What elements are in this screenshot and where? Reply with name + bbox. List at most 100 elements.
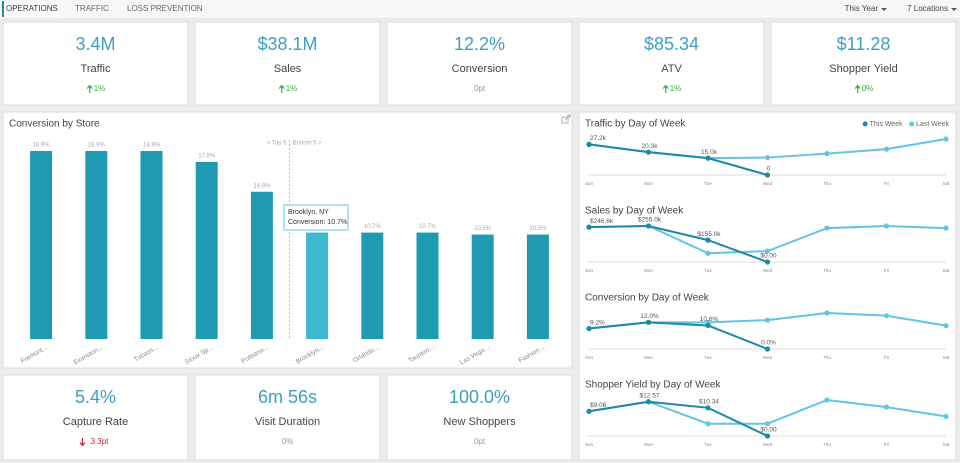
dropdown-caret (881, 8, 887, 11)
point-value-label: $255.0k (638, 217, 662, 224)
kpi-label: Sales (274, 63, 302, 75)
tooltip: Brooklyn, NY Conversion: 10.7% (283, 204, 349, 231)
kpi-label: New Shoppers (443, 416, 516, 428)
kpi-value: $11.28 (837, 34, 891, 54)
active-tab-indicator (2, 1, 4, 17)
point-value-label: $0.00 (760, 427, 777, 434)
series-point[interactable] (586, 224, 592, 230)
series-point[interactable] (943, 413, 949, 419)
nav-tab[interactable]: LOSS PREVENTION (127, 4, 203, 13)
bar[interactable] (306, 232, 329, 339)
annotation: < Top 5 (267, 141, 287, 147)
tooltip-text: Conversion: 10.7% (288, 219, 347, 226)
bar[interactable] (471, 234, 494, 339)
bar[interactable] (526, 234, 549, 339)
x-tick-label: Sat (943, 268, 951, 273)
chart-title: Conversion by Store (9, 119, 100, 130)
bar[interactable] (250, 191, 273, 339)
series-point[interactable] (645, 223, 652, 229)
bar[interactable] (361, 232, 384, 339)
series-point[interactable] (764, 317, 771, 323)
series-point[interactable] (586, 141, 592, 147)
kpi-change: 0pt (474, 437, 486, 446)
series-point[interactable] (764, 172, 771, 178)
series-point[interactable] (705, 250, 711, 256)
series-point[interactable] (764, 346, 771, 352)
series-point[interactable] (586, 325, 592, 332)
series-line (588, 400, 768, 437)
chart-title: Shopper Yield by Day of Week (585, 380, 721, 391)
external-link-icon[interactable] (561, 114, 571, 124)
x-tick-label: Wed (763, 268, 773, 273)
filter-dropdown[interactable]: This Year (845, 4, 879, 13)
kpi-card (386, 21, 573, 106)
x-tick-label: Fri (884, 355, 889, 360)
series-point[interactable] (883, 404, 890, 410)
filter-dropdown[interactable]: 7 Locations (907, 4, 948, 13)
kpi-card (386, 374, 573, 461)
bar[interactable] (85, 151, 108, 339)
x-tick-label: Thu (823, 268, 831, 273)
kpi-change: 1% (286, 84, 298, 93)
chart-title: Traffic by Day of Week (585, 119, 686, 130)
x-tick-label: Sun (585, 181, 594, 186)
series-point[interactable] (645, 399, 652, 405)
kpi-card (194, 21, 381, 106)
series-point[interactable] (883, 313, 890, 319)
kpi-change: 1% (94, 84, 106, 93)
series-point[interactable] (883, 146, 890, 152)
series-point[interactable] (824, 310, 830, 316)
series-point[interactable] (764, 433, 771, 439)
legend-label: This Week (870, 121, 903, 128)
series-point[interactable] (705, 237, 711, 243)
x-tick-label: Sat (943, 181, 951, 186)
point-value-label: 20.3k (642, 143, 659, 150)
kpi-change: 1% (670, 84, 682, 93)
x-tick-label: Tue (704, 181, 712, 186)
kpi-label: Capture Rate (63, 416, 128, 428)
series-point[interactable] (824, 151, 830, 157)
point-value-label: 15.0k (701, 149, 718, 156)
series-point[interactable] (764, 154, 771, 161)
bar-value-label: 14.8% (253, 183, 271, 189)
bar[interactable] (140, 151, 163, 339)
kpi-value: 12.2% (454, 34, 505, 54)
series-point[interactable] (645, 149, 652, 155)
legend-swatch (909, 121, 915, 127)
series-point[interactable] (824, 397, 830, 403)
annotation: Bottom 5 > (293, 141, 323, 147)
series-point[interactable] (883, 223, 890, 229)
series-point[interactable] (943, 323, 949, 329)
nav-tab[interactable]: TRAFFIC (75, 4, 109, 13)
kpi-change: 3.3pt (91, 437, 110, 446)
series-point[interactable] (705, 405, 711, 411)
series-point[interactable] (645, 319, 652, 325)
point-value-label: $246.6k (590, 218, 614, 225)
kpi-value: $38.1M (257, 34, 317, 54)
x-tick-label: Tue (704, 268, 712, 273)
kpi-label: ATV (661, 63, 682, 75)
series-point[interactable] (705, 421, 711, 427)
series-point[interactable] (705, 322, 711, 329)
bar[interactable] (416, 232, 439, 339)
series-point[interactable] (764, 259, 771, 265)
x-tick-label: Tue (704, 355, 712, 360)
series-point[interactable] (764, 248, 771, 254)
series-point[interactable] (764, 421, 771, 427)
kpi-label: Visit Duration (255, 416, 320, 428)
series-point[interactable] (824, 225, 830, 231)
bar[interactable] (195, 161, 218, 339)
series-point[interactable] (943, 225, 949, 231)
bar-value-label: 10.7% (419, 224, 437, 230)
series-point[interactable] (705, 155, 711, 161)
nav-tab[interactable]: OPERATIONS (6, 4, 58, 13)
point-value-label: 27.2k (590, 135, 607, 142)
trend-arrow (662, 84, 669, 93)
series-point[interactable] (943, 136, 949, 142)
x-tick-label: Fri (884, 181, 889, 186)
series-point[interactable] (586, 408, 592, 414)
bar[interactable] (30, 151, 53, 339)
x-tick-label: Sun (585, 268, 594, 273)
